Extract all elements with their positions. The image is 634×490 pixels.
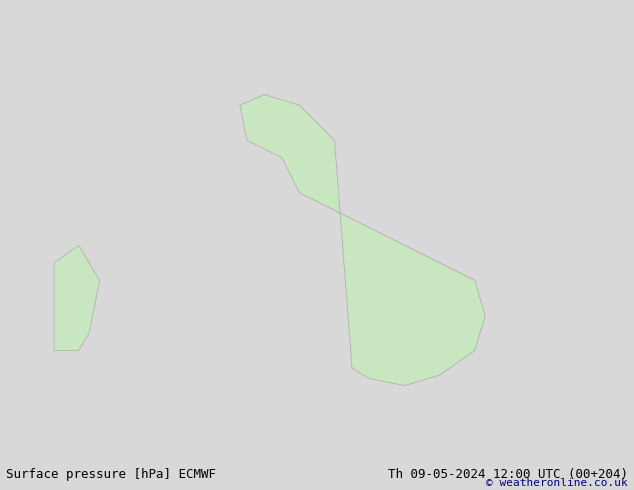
Text: Th 09-05-2024 12:00 UTC (00+204): Th 09-05-2024 12:00 UTC (00+204) [387, 467, 628, 481]
Polygon shape [54, 245, 100, 350]
Text: © weatheronline.co.uk: © weatheronline.co.uk [486, 478, 628, 488]
Polygon shape [240, 95, 485, 386]
Text: Surface pressure [hPa] ECMWF: Surface pressure [hPa] ECMWF [6, 467, 216, 481]
